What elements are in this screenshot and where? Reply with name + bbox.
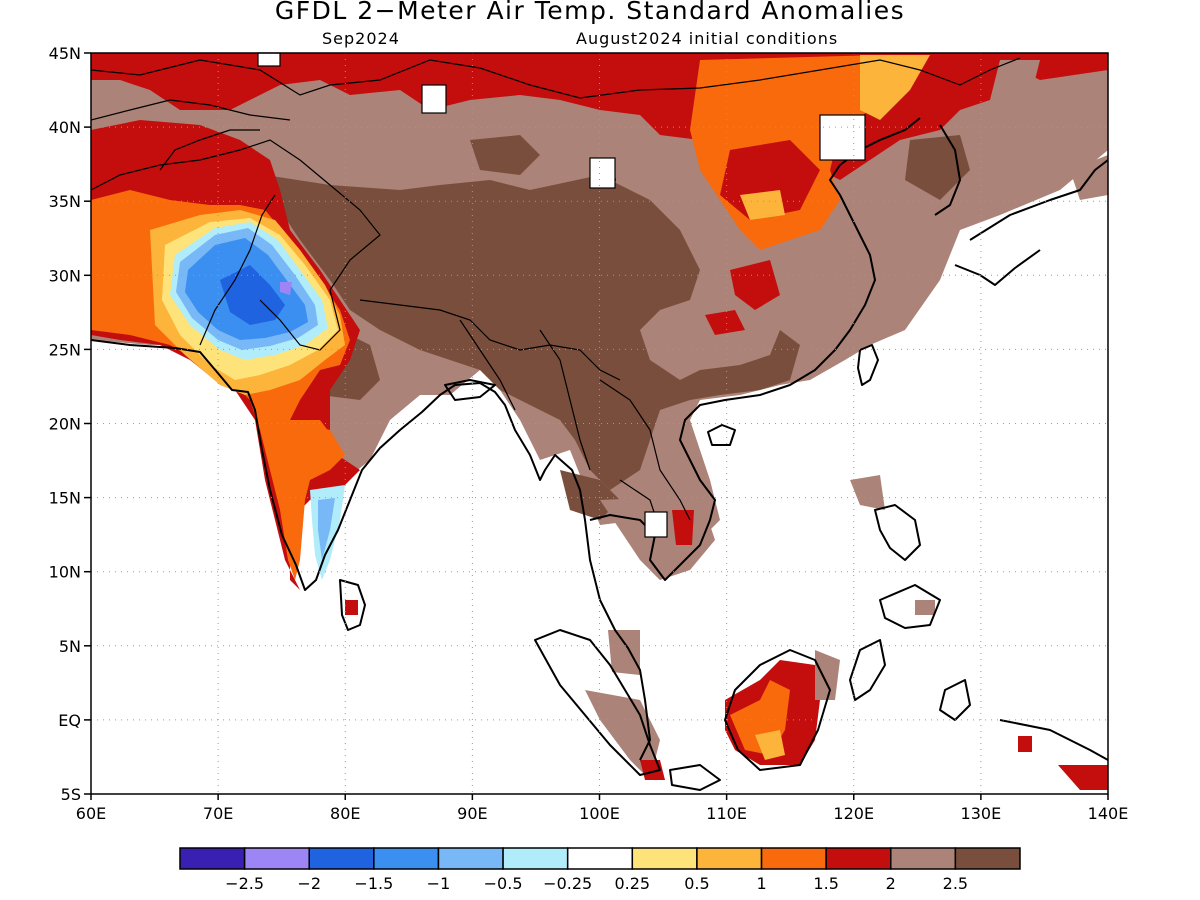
lat-tick-label: 20N (49, 415, 81, 434)
anomaly-region (860, 55, 930, 120)
anomaly-region (1058, 765, 1108, 790)
anomaly-region (850, 475, 885, 510)
legend-tick-label: 2 (886, 874, 896, 893)
legend-tick-label: 2.5 (943, 874, 968, 893)
anomaly-region (345, 600, 358, 615)
country-borders (91, 57, 1021, 531)
anomaly-region (220, 265, 285, 325)
legend-swatch (631, 847, 698, 870)
legend-swatch (566, 847, 634, 870)
legend-swatch (502, 847, 569, 870)
anomaly-field (91, 53, 1108, 790)
lat-tick-label: 25N (49, 340, 81, 359)
anomaly-region (815, 650, 840, 700)
lat-tick-label: 5N (59, 637, 81, 656)
legend-tick-label: 0.25 (614, 874, 650, 893)
anomaly-region (740, 190, 785, 220)
legend-tick-label: 1.5 (813, 874, 838, 893)
anomaly-region (1000, 60, 1040, 80)
lon-tick-label: 100E (579, 804, 620, 823)
legend-tick-label: −0.5 (484, 874, 523, 893)
anomaly-region (470, 135, 540, 175)
legend-swatch (696, 847, 763, 870)
legend-tick-label: 1 (756, 874, 766, 893)
legend-swatch (954, 847, 1021, 870)
longitude-axis: 60E 70E 80E 90E 100E 110E 120E 130E 140E (76, 794, 1129, 823)
anomaly-region (265, 175, 800, 490)
lon-tick-label: 120E (833, 804, 874, 823)
legend-tick-label: −0.25 (543, 874, 592, 893)
legend-swatch (308, 847, 375, 870)
anomaly-region (280, 420, 335, 490)
map-title: GFDL 2−Meter Air Temp. Standard Anomalie… (274, 0, 906, 25)
lon-tick-label: 70E (203, 804, 233, 823)
anomaly-region (608, 630, 640, 675)
legend-tick-label: −2.5 (225, 874, 264, 893)
lat-tick-label: 40N (49, 118, 81, 137)
lon-tick-label: 90E (457, 804, 487, 823)
anomaly-region (280, 282, 292, 295)
legend-swatch (825, 847, 892, 870)
anomaly-region (755, 730, 785, 760)
lat-tick-label: 15N (49, 489, 81, 508)
lat-tick-label: 35N (49, 192, 81, 211)
coastlines (91, 91, 1108, 791)
anomaly-region (915, 600, 935, 615)
lat-tick-label: 30N (49, 266, 81, 285)
color-legend: −2.5 −2 −1.5 −1 −0.5 −0.25 0.25 0.5 1 1.5 2 2.5 (179, 847, 1021, 893)
legend-tick-label: −2 (297, 874, 321, 893)
anomaly-region (640, 760, 665, 780)
legend-swatch (373, 847, 440, 870)
legend-swatch (243, 847, 310, 870)
legend-tick-label: −1.5 (354, 874, 393, 893)
anomaly-region (1018, 736, 1032, 752)
anomaly-region (730, 260, 780, 310)
legend-tick-label: −1 (427, 874, 451, 893)
lat-tick-label: 45N (49, 44, 81, 63)
anomaly-region (905, 135, 970, 200)
inland-white-spots (257, 52, 866, 538)
initial-conditions-label: August2024 initial conditions (576, 29, 839, 48)
lat-tick-label: EQ (58, 711, 81, 730)
lat-tick-label: 5S (61, 785, 81, 804)
lon-tick-label: 60E (76, 804, 106, 823)
legend-swatch (760, 847, 827, 870)
legend-swatch (179, 847, 246, 870)
lon-tick-label: 80E (330, 804, 360, 823)
anomaly-region (672, 510, 694, 545)
lat-tick-label: 10N (49, 563, 81, 582)
lon-tick-label: 140E (1088, 804, 1129, 823)
latitude-axis: 45N 40N 35N 30N 25N 20N 15N 10N 5N EQ 5S (49, 44, 91, 804)
legend-tick-label: 0.5 (684, 874, 709, 893)
legend-swatch (890, 847, 957, 870)
lon-tick-label: 110E (706, 804, 747, 823)
anomaly-region (318, 498, 335, 560)
legend-swatch (437, 847, 504, 870)
lon-tick-label: 130E (961, 804, 1002, 823)
anomaly-region (705, 310, 745, 335)
valid-month-label: Sep2024 (322, 29, 400, 48)
